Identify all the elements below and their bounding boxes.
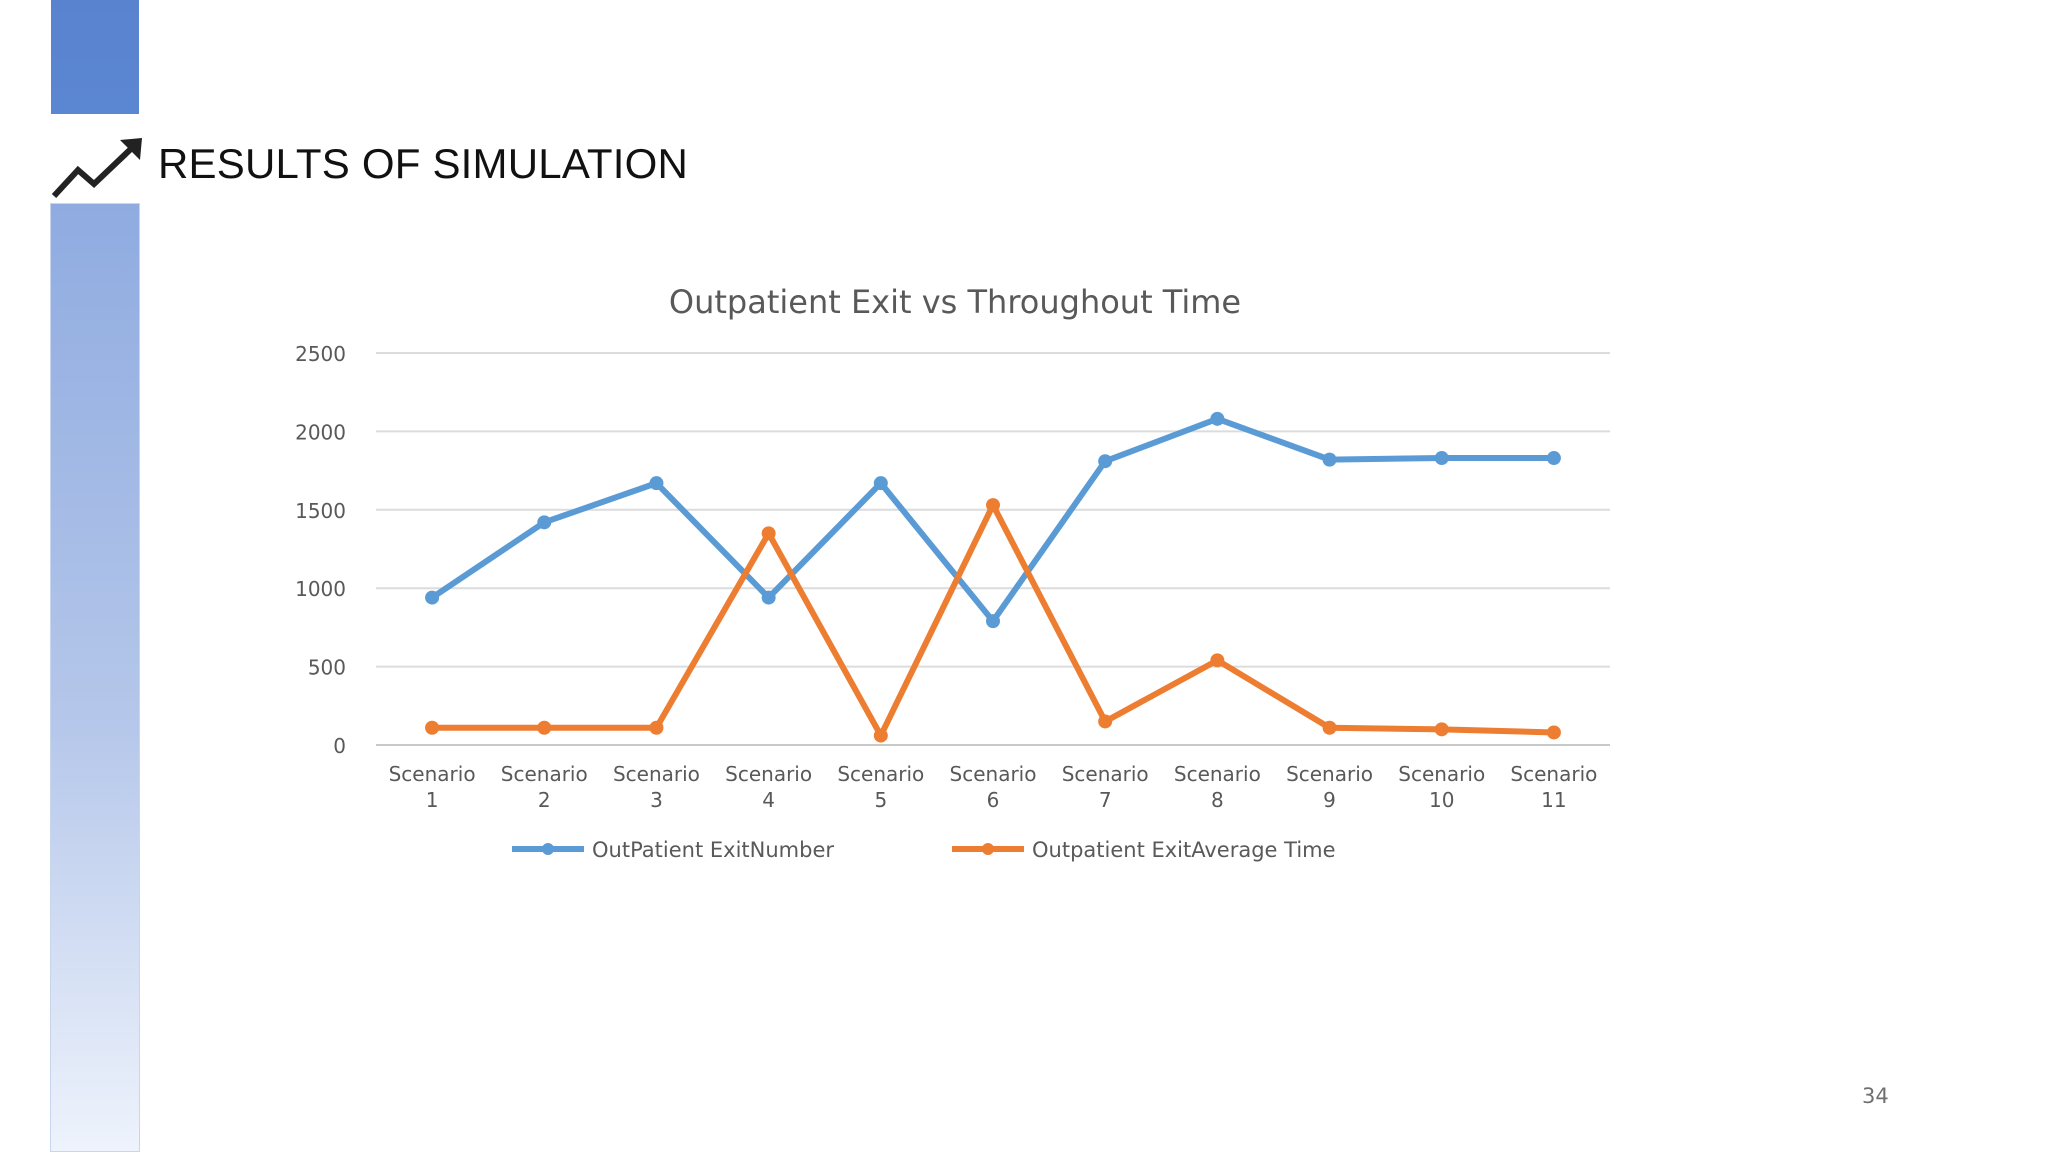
- data-point: [1098, 714, 1113, 729]
- accent-bar-top: [51, 0, 139, 114]
- data-point: [761, 526, 776, 541]
- y-tick-label: 0: [333, 734, 346, 758]
- legend-label: Outpatient ExitAverage Time: [1032, 838, 1336, 862]
- data-point: [873, 476, 888, 491]
- data-point: [986, 498, 1000, 513]
- x-tick-label: Scenario: [950, 762, 1037, 786]
- x-tick-label: 7: [1099, 788, 1112, 812]
- data-point: [1546, 451, 1561, 466]
- data-point: [537, 515, 552, 530]
- x-tick-label: 6: [987, 788, 1000, 812]
- accent-bar-side: [50, 203, 140, 1152]
- data-point: [1546, 725, 1561, 740]
- data-point: [873, 728, 888, 743]
- y-tick-label: 1000: [295, 577, 346, 601]
- data-point: [425, 720, 440, 735]
- data-point: [1434, 722, 1449, 737]
- trend-up-icon: [51, 138, 142, 199]
- x-tick-label: 8: [1211, 788, 1224, 812]
- data-point: [649, 476, 664, 491]
- y-tick-label: 2500: [295, 342, 346, 366]
- x-tick-label: 9: [1323, 788, 1336, 812]
- x-tick-label: 1: [426, 788, 439, 812]
- x-tick-label: Scenario: [1398, 762, 1485, 786]
- x-tick-label: 5: [874, 788, 887, 812]
- legend-label: OutPatient ExitNumber: [592, 838, 834, 862]
- page-number: 34: [1862, 1084, 1889, 1108]
- y-tick-label: 2000: [295, 420, 346, 444]
- x-tick-label: Scenario: [1174, 762, 1261, 786]
- x-tick-label: Scenario: [389, 762, 476, 786]
- legend-swatch-marker: [982, 843, 994, 855]
- y-tick-label: 500: [308, 656, 346, 680]
- x-tick-label: 2: [538, 788, 551, 812]
- x-tick-label: 10: [1429, 788, 1454, 812]
- legend-swatch-marker: [542, 843, 554, 855]
- data-point: [1322, 452, 1337, 467]
- data-point: [425, 590, 440, 605]
- x-tick-label: Scenario: [501, 762, 588, 786]
- x-tick-label: 11: [1541, 788, 1566, 812]
- x-tick-label: Scenario: [613, 762, 700, 786]
- x-tick-label: Scenario: [725, 762, 812, 786]
- data-point: [1098, 454, 1113, 469]
- x-tick-label: Scenario: [1286, 762, 1373, 786]
- x-tick-label: 4: [762, 788, 775, 812]
- x-tick-label: Scenario: [837, 762, 924, 786]
- data-point: [761, 590, 776, 605]
- data-point: [1210, 411, 1225, 426]
- data-point: [1210, 653, 1225, 668]
- slide-title: RESULTS OF SIMULATION: [158, 140, 689, 187]
- data-point: [1434, 451, 1449, 466]
- x-tick-label: 3: [650, 788, 663, 812]
- data-point: [537, 720, 552, 735]
- data-point: [986, 614, 1000, 629]
- x-tick-label: Scenario: [1510, 762, 1597, 786]
- y-tick-label: 1500: [295, 499, 346, 523]
- chart-title: Outpatient Exit vs Throughout Time: [669, 283, 1241, 321]
- series-line: [429, 415, 1557, 625]
- x-tick-label: Scenario: [1062, 762, 1149, 786]
- data-point: [649, 720, 664, 735]
- data-point: [1322, 720, 1337, 735]
